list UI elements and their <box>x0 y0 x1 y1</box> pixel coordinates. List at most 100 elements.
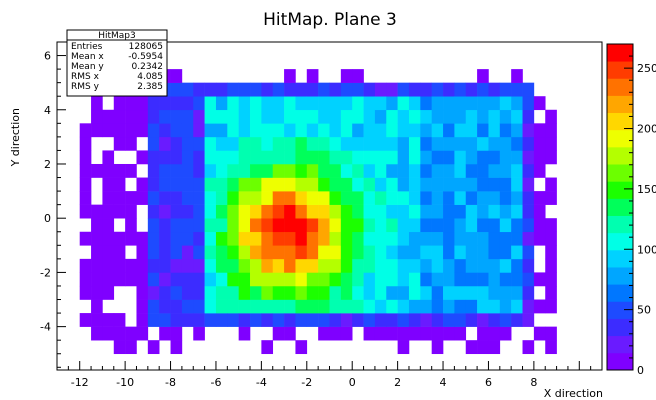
heatmap-cell <box>511 109 523 124</box>
heatmap-cell <box>454 231 467 246</box>
heatmap-cell <box>91 96 103 111</box>
x-tick-label: 8 <box>530 376 537 389</box>
stats-box-title: HitMap3 <box>98 31 136 41</box>
heatmap-cell <box>477 299 489 314</box>
heatmap-cell <box>386 82 398 97</box>
heatmap-cell <box>136 326 149 341</box>
heatmap-cell <box>306 285 319 300</box>
y-axis: -4 -2 0 2 4 6 <box>40 41 66 368</box>
heatmap-cell <box>272 109 285 124</box>
heatmap-cell <box>272 82 285 97</box>
heatmap-cell <box>204 177 217 192</box>
heatmap-cell <box>488 299 501 314</box>
heatmap-cell <box>318 150 330 165</box>
heatmap-cell <box>147 285 160 300</box>
heatmap-cell <box>443 109 455 124</box>
heatmap-cell <box>454 285 467 300</box>
heatmap-cell <box>408 231 421 246</box>
heatmap-cell <box>238 191 251 205</box>
heatmap-cell <box>181 163 194 178</box>
heatmap-cell <box>374 313 387 327</box>
palette-swatch <box>607 352 633 371</box>
heatmap-cell <box>420 245 432 260</box>
palette-swatch <box>607 61 633 79</box>
heatmap-cell <box>147 123 160 138</box>
heatmap-cell <box>374 258 387 273</box>
heatmap-cell <box>250 82 262 97</box>
heatmap-cell <box>374 150 387 165</box>
heatmap-cell <box>91 245 103 260</box>
heatmap-cell <box>431 326 444 341</box>
heatmap-cell <box>204 109 217 124</box>
heatmap-cell <box>261 204 274 219</box>
heatmap-cell <box>193 150 205 165</box>
heatmap-cell <box>318 177 330 192</box>
heatmap-cell <box>340 313 353 327</box>
y-tick-label: -4 <box>40 321 51 334</box>
heatmap-cell <box>193 258 205 273</box>
x-axis-title: X direction <box>544 387 603 400</box>
heatmap-cell <box>272 258 285 273</box>
heatmap-cell <box>136 150 149 165</box>
heatmap-cell <box>238 218 251 233</box>
heatmap-cell <box>136 299 149 314</box>
heatmap-cell <box>488 150 501 165</box>
heatmap-cell <box>136 231 149 246</box>
heatmap-cell <box>533 191 546 205</box>
heatmap-cell <box>227 204 239 219</box>
heatmap-cell <box>272 313 285 327</box>
heatmap-cell <box>363 231 376 246</box>
heatmap-cell <box>454 258 467 273</box>
heatmap-cell <box>522 340 535 355</box>
heatmap-cell <box>329 313 342 327</box>
heatmap-cell <box>522 123 535 138</box>
heatmap-cell <box>363 245 376 260</box>
heatmap-cell <box>238 109 251 124</box>
heatmap-cell <box>227 96 239 111</box>
heatmap-cell <box>397 245 410 260</box>
heatmap-cell <box>374 191 387 205</box>
heatmap-cell <box>79 258 92 273</box>
heatmap-cell <box>522 258 535 273</box>
heatmap-cell <box>147 313 160 327</box>
heatmap-cell <box>261 136 274 151</box>
heatmap-cell <box>147 245 160 260</box>
heatmap-cell <box>499 272 512 287</box>
heatmap-cell <box>215 123 228 138</box>
heatmap-cell <box>329 123 342 138</box>
heatmap-cell <box>250 299 262 314</box>
x-tick-label: 4 <box>440 376 447 389</box>
heatmap-cell <box>511 82 523 97</box>
heatmap-cell <box>352 245 364 260</box>
heatmap-cell <box>340 285 353 300</box>
heatmap-cell <box>159 191 171 205</box>
x-tick-label: -10 <box>116 376 134 389</box>
heatmap-cell <box>363 285 376 300</box>
heatmap-cell <box>159 218 171 233</box>
heatmap-cell <box>170 96 183 111</box>
heatmap-cell <box>227 136 239 151</box>
palette-tick-label: 50 <box>637 304 651 317</box>
heatmap-cell <box>306 109 319 124</box>
heatmap-cell <box>522 231 535 246</box>
heatmap-cell <box>488 177 501 192</box>
palette-swatch <box>607 198 633 216</box>
heatmap-cell <box>113 163 126 178</box>
heatmap-cell <box>408 218 421 233</box>
palette-swatch <box>607 249 633 268</box>
heatmap-cell <box>102 285 115 300</box>
palette-swatch <box>607 129 633 148</box>
heatmap-cell <box>261 245 274 260</box>
heatmap-cell <box>272 191 285 205</box>
heatmap-cell <box>363 163 376 178</box>
heatmap-cell <box>477 69 489 83</box>
heatmap-cell <box>499 191 512 205</box>
heatmap-cell <box>397 204 410 219</box>
heatmap-cell <box>352 285 364 300</box>
heatmap-cell <box>113 177 126 192</box>
heatmap-cell <box>170 285 183 300</box>
heatmap-cell <box>91 109 103 124</box>
heatmap-cell <box>306 231 319 246</box>
heatmap-cell <box>227 313 239 327</box>
heatmap-cell <box>238 177 251 192</box>
